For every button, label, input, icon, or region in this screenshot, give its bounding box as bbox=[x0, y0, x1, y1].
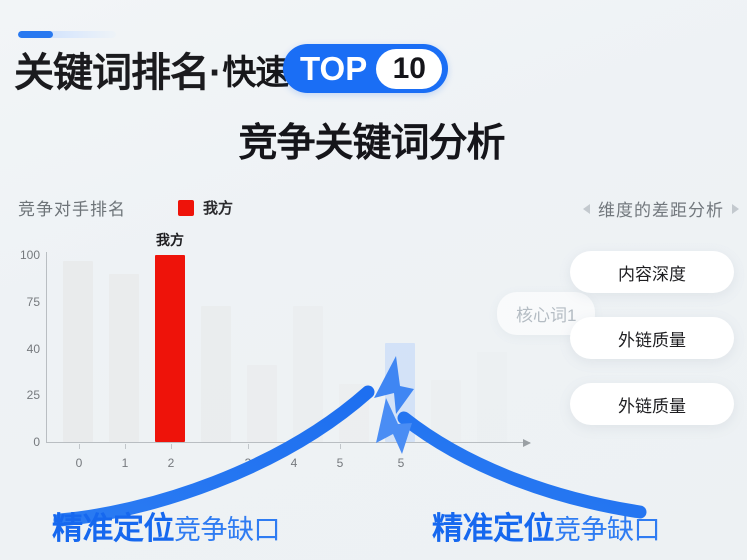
right-panel-title: 维度的差距分析 bbox=[598, 201, 724, 220]
top-badge-word: TOP bbox=[300, 50, 368, 87]
chart-title: 竞争对手排名 bbox=[18, 200, 126, 219]
page-title: 关键词排名· 快速 bbox=[14, 44, 289, 102]
x-axis-tick-label: 5 bbox=[336, 456, 344, 470]
progress-bar bbox=[18, 31, 116, 38]
bar bbox=[431, 380, 461, 442]
legend-swatch-icon bbox=[178, 199, 194, 216]
x-axis-tick-label: 5 bbox=[397, 456, 405, 470]
x-axis-tick-mark bbox=[294, 444, 295, 449]
x-axis-tick-label: 3 bbox=[244, 456, 252, 470]
x-axis-tick-label: 4 bbox=[290, 456, 298, 470]
dimension-card[interactable]: 外链质量 bbox=[570, 383, 734, 425]
page-title-main: 关键词排名· bbox=[14, 51, 222, 95]
x-axis-tick-mark bbox=[340, 444, 341, 449]
x-axis-tick-mark bbox=[401, 444, 402, 449]
y-axis-tick-label: 0 bbox=[33, 435, 40, 449]
bar-highlighted: 我方 bbox=[155, 232, 185, 442]
footer-left-bold: 精准定位 bbox=[52, 511, 175, 546]
y-axis-tick-label: 100 bbox=[19, 248, 40, 262]
right-panel-header: 维度的差距分析 bbox=[583, 196, 739, 221]
x-axis: 0 1 2 3 4 5 5 bbox=[46, 444, 530, 470]
bar bbox=[63, 260, 93, 442]
top-badge-number: 10 bbox=[376, 48, 443, 89]
footer-right-normal: 竞争缺口 bbox=[554, 515, 661, 545]
core-keyword-pill[interactable]: 核心词1 bbox=[497, 292, 596, 335]
bar bbox=[477, 352, 507, 442]
y-axis-line bbox=[46, 252, 47, 443]
footer-caption-right: 精准定位竞争缺口 bbox=[432, 503, 661, 548]
top-rank-badge: TOP 10 bbox=[283, 44, 449, 93]
x-axis-tick-mark bbox=[171, 444, 172, 449]
page-title-sub: 快速 bbox=[222, 54, 289, 92]
footer-left-normal: 竞争缺口 bbox=[174, 515, 281, 545]
legend-label: 我方 bbox=[203, 200, 234, 217]
x-axis-tick-mark bbox=[125, 444, 126, 449]
y-axis-tick-label: 25 bbox=[26, 388, 40, 403]
chart-header: 竞争对手排名 我方 bbox=[18, 195, 233, 220]
x-axis-tick-mark bbox=[248, 444, 249, 449]
chart-legend: 我方 bbox=[178, 197, 233, 218]
dimension-card-list: 内容深度 外链质量 外链质量 bbox=[570, 251, 734, 449]
dimension-card[interactable]: 内容深度 bbox=[570, 251, 734, 293]
bar bbox=[109, 273, 139, 442]
x-axis-tick-label: 1 bbox=[121, 456, 129, 470]
dimension-card[interactable]: 外链质量 bbox=[570, 317, 734, 359]
bar bbox=[385, 342, 415, 442]
footer-right-bold: 精准定位 bbox=[432, 511, 555, 546]
bar bbox=[293, 305, 323, 442]
x-axis-tick-label: 0 bbox=[75, 456, 83, 470]
x-axis-line bbox=[46, 439, 531, 447]
bar bbox=[247, 365, 277, 442]
headline: 竞争关键词分析 bbox=[0, 112, 747, 168]
bar bbox=[201, 305, 231, 442]
x-axis-tick-label: 2 bbox=[167, 456, 175, 470]
bar bbox=[339, 384, 369, 442]
y-axis: 100 75 40 25 0 bbox=[2, 248, 40, 449]
bar-series: 我方 bbox=[46, 232, 530, 442]
arrow-right-icon[interactable] bbox=[732, 203, 739, 214]
footer-caption-left: 精准定位竞争缺口 bbox=[52, 503, 281, 548]
bar-chart: 100 75 40 25 0 我方 0 1 2 3 4 5 5 bbox=[20, 232, 531, 470]
x-axis-tick-mark bbox=[79, 444, 80, 449]
headline-text: 竞争关键词分析 bbox=[238, 122, 505, 165]
bar-annotation-label: 我方 bbox=[156, 232, 184, 248]
arrow-left-icon[interactable] bbox=[583, 203, 590, 214]
y-axis-tick-label: 75 bbox=[26, 294, 40, 309]
y-axis-tick-label: 40 bbox=[26, 341, 40, 356]
progress-bar-fill bbox=[18, 31, 54, 38]
